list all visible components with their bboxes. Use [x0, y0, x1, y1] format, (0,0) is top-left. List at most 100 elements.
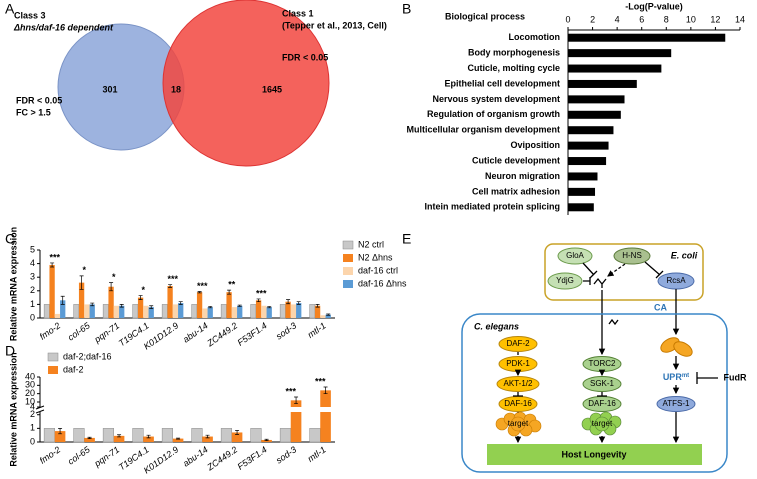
bar	[202, 308, 208, 318]
host-label: C. elegans	[474, 321, 519, 331]
error-bar	[119, 304, 124, 308]
x-tick-label: col-65	[66, 444, 93, 467]
bar	[261, 305, 267, 318]
venn-left-criterion: FDR < 0.05	[16, 95, 62, 105]
venn-right-title: Class 1	[282, 8, 314, 18]
bar	[161, 304, 168, 319]
x-tick-label: fmo-2	[38, 444, 63, 465]
error-bar	[294, 396, 299, 405]
bar	[568, 157, 607, 166]
bar	[172, 438, 184, 442]
upr-pathway: UPRmt ATFS-1 FudR	[656, 337, 747, 444]
axis-title: Biological process	[445, 11, 525, 21]
bar	[84, 437, 95, 442]
bar	[568, 110, 621, 119]
node-label: DAF-2	[506, 339, 530, 348]
node	[613, 247, 651, 265]
error-bar	[256, 298, 261, 303]
bar	[113, 305, 120, 318]
error-bar	[146, 434, 151, 439]
error-bar	[79, 275, 84, 290]
panel-label: D	[5, 343, 15, 359]
legend-label: daf-16 Δhns	[358, 278, 407, 288]
bar	[172, 304, 179, 318]
bar	[296, 303, 302, 318]
category-label: Cuticle development	[472, 155, 560, 165]
bar	[102, 304, 109, 319]
bar	[568, 33, 726, 42]
panel-label: C	[5, 231, 15, 247]
upr-superscript: mt	[682, 373, 689, 379]
venn-left-count: 301	[102, 84, 117, 94]
bar	[568, 172, 598, 181]
error-bar	[235, 430, 240, 435]
significance: ***	[256, 288, 267, 298]
error-bar	[205, 434, 210, 439]
y-tick-label: 40	[25, 371, 35, 381]
panel-label: B	[402, 1, 411, 17]
legend-label: daf-16 ctrl	[358, 265, 398, 275]
venn-left-title: Class 3	[14, 10, 46, 20]
node-label: SGK-1	[590, 379, 615, 388]
error-bar	[296, 301, 301, 305]
bar	[309, 304, 316, 319]
category-label: Locomotion	[509, 32, 561, 42]
bar	[73, 304, 80, 319]
bar	[143, 436, 154, 442]
error-bar	[90, 302, 95, 307]
error-bar	[50, 262, 55, 268]
significance: ***	[197, 281, 208, 291]
error-bar	[315, 304, 320, 308]
bar	[148, 307, 154, 318]
bar-upper	[320, 390, 331, 407]
error-bar	[109, 282, 114, 292]
node-label: target	[508, 419, 529, 428]
inhibit-edge	[582, 262, 598, 279]
category-label: Oviposition	[511, 140, 561, 150]
bar	[255, 300, 262, 318]
error-bar	[227, 289, 232, 295]
bar	[60, 300, 66, 318]
bar	[49, 264, 55, 318]
bar	[309, 428, 321, 443]
error-bar	[58, 428, 63, 435]
category-label: Neuron migration	[485, 171, 560, 181]
node-label: H-NS	[622, 251, 642, 260]
bar	[320, 412, 331, 442]
node-label: TORC2	[589, 359, 617, 368]
error-bar	[60, 295, 65, 305]
bar	[290, 412, 302, 442]
bar	[568, 79, 637, 88]
bar	[78, 282, 85, 318]
y-tick-label: 30	[25, 380, 35, 390]
x-tick-label: 8	[664, 14, 669, 24]
bar	[207, 307, 213, 318]
bar	[196, 292, 203, 318]
significance: **	[228, 279, 236, 289]
bar	[178, 303, 184, 318]
y-tick-label: 0	[30, 436, 35, 446]
error-bar	[178, 301, 183, 305]
x-tick-label: 0	[565, 14, 570, 24]
error-bar	[87, 436, 92, 439]
legend-swatch	[343, 280, 353, 288]
bar	[237, 305, 243, 318]
significance: ***	[285, 386, 296, 396]
bar	[54, 313, 61, 318]
venn-set-right	[162, 0, 330, 167]
category-label: Multicellular organism development	[406, 125, 560, 135]
category-label: Intein mediated protein splicing	[424, 202, 560, 212]
bar	[568, 64, 662, 73]
bar	[84, 304, 90, 318]
x-tick-label: col-65	[66, 320, 93, 343]
x-tick-label: ZC449.2	[204, 320, 239, 349]
bar	[102, 428, 114, 443]
legend-label: daf-2;daf-16	[63, 351, 112, 361]
y-axis-label: Relative mRNA expression	[8, 227, 18, 341]
bar	[231, 307, 238, 318]
category-label: Cell matrix adhesion	[472, 186, 560, 196]
category-label: Cuticle, molting cycle	[467, 63, 560, 73]
y-tick-label: 1	[30, 299, 35, 309]
x-tick-label: 4	[615, 14, 620, 24]
x-tick-label: 12	[710, 14, 720, 24]
